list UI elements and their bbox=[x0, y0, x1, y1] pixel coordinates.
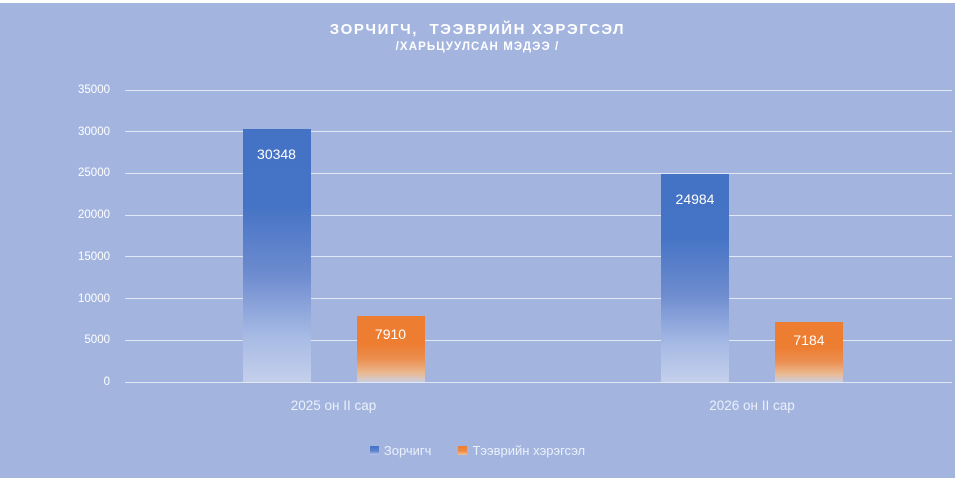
bar-value-label: 24984 bbox=[675, 190, 715, 207]
y-axis-tick-label: 25000 bbox=[78, 167, 110, 180]
legend-label: Тээврийн хэрэгсэл bbox=[472, 443, 586, 458]
chart-title: ЗОРЧИГЧ, ТЭЭВРИЙН ХЭРЭГСЭЛ bbox=[329, 21, 626, 38]
vehicles-legend-swatch-icon bbox=[458, 446, 468, 455]
bar-value-label: 7910 bbox=[374, 326, 407, 342]
gridline bbox=[125, 131, 952, 133]
bar-vehicles-group2 bbox=[775, 322, 843, 382]
gridline bbox=[125, 172, 952, 174]
bar-value-label: 7184 bbox=[793, 332, 825, 349]
bar-passengers-group1 bbox=[242, 128, 311, 382]
legend-item-passengers: Зорчигч bbox=[369, 443, 432, 458]
plot-area: 0 5000 10000 15000 20000 25000 30000 35000 30348… bbox=[0, 3, 955, 478]
y-axis-tick-label: 0 bbox=[103, 376, 110, 388]
gridline bbox=[125, 214, 952, 216]
gridline bbox=[125, 339, 952, 341]
y-axis-tick-label: 5000 bbox=[84, 334, 110, 347]
passengers-legend-swatch-icon bbox=[369, 446, 379, 455]
category-label: 2026 он II сар bbox=[709, 398, 795, 413]
y-axis-tick-label: 10000 bbox=[78, 292, 110, 305]
y-axis-tick-label: 20000 bbox=[78, 209, 110, 222]
chart-title-block: ЗОРЧИГЧ, ТЭЭВРИЙН ХЭРЭГСЭЛ /ХАРЬЦУУЛСАН … bbox=[0, 20, 955, 54]
bar-value-label: 30348 bbox=[257, 145, 296, 162]
chart-subtitle: /ХАРЬЦУУЛСАН МЭДЭЭ / bbox=[395, 41, 560, 53]
y-axis-tick-label: 15000 bbox=[78, 250, 110, 263]
bar-vehicles-group1 bbox=[356, 316, 425, 382]
gridline bbox=[125, 298, 952, 300]
gridline bbox=[125, 256, 952, 258]
legend-label: Зорчигч bbox=[383, 443, 432, 458]
legend: Зорчигч Тээврийн хэрэгсэл bbox=[0, 443, 955, 458]
chart-canvas: ЗОРЧИГЧ, ТЭЭВРИЙН ХЭРЭГСЭЛ /ХАРЬЦУУЛСАН … bbox=[0, 3, 955, 478]
legend-item-vehicles: Тээврийн хэрэгсэл bbox=[458, 443, 585, 458]
gridline bbox=[125, 89, 952, 91]
bar-passengers-group2 bbox=[661, 173, 729, 382]
category-label: 2025 он II сар bbox=[290, 398, 377, 413]
gridline bbox=[125, 381, 952, 383]
y-axis-tick-label: 30000 bbox=[78, 125, 110, 138]
y-axis-tick-label: 35000 bbox=[78, 84, 110, 96]
